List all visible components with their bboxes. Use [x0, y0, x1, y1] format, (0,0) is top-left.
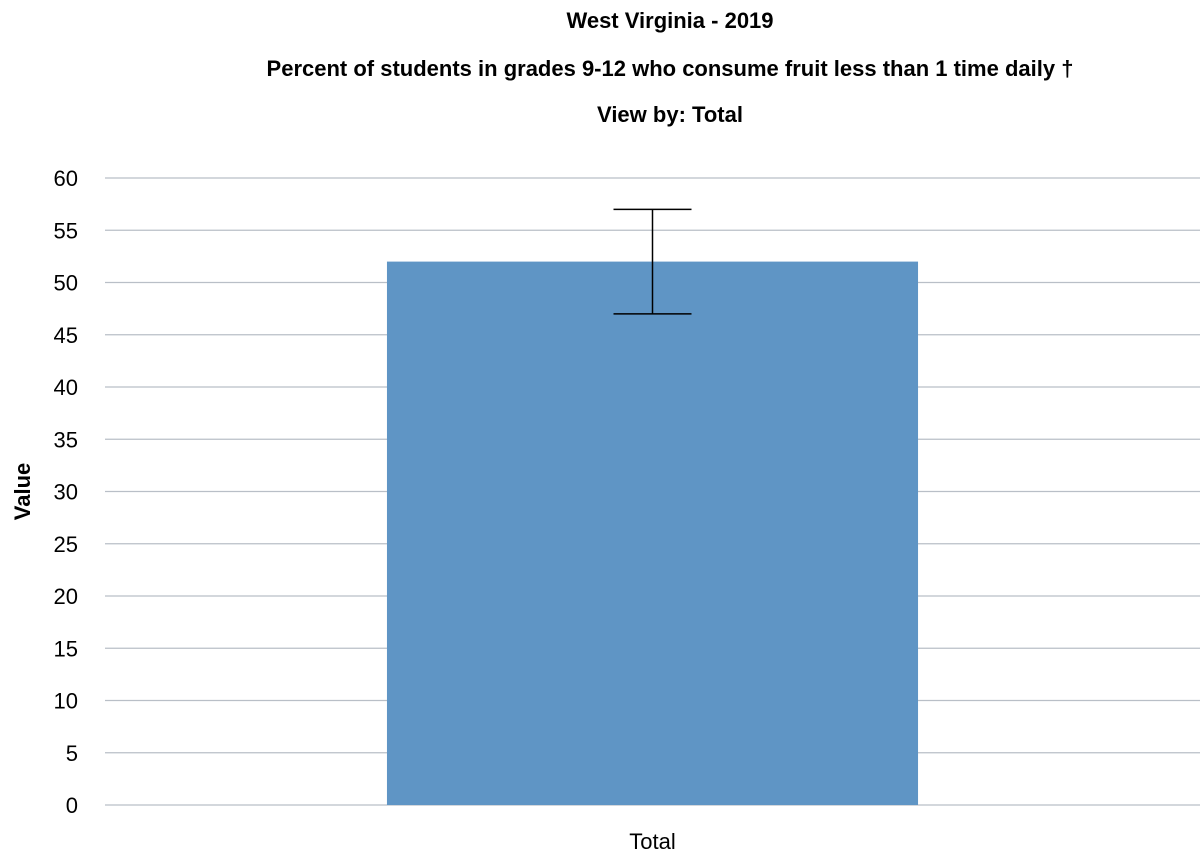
y-tick-label: 5	[66, 741, 78, 766]
y-tick-label: 35	[54, 427, 78, 452]
y-tick-label: 10	[54, 689, 78, 714]
y-tick-label: 0	[66, 793, 78, 818]
y-tick-label: 20	[54, 584, 78, 609]
y-tick-label: 40	[54, 375, 78, 400]
y-tick-label: 55	[54, 218, 78, 243]
y-axis-label: Value	[10, 463, 35, 520]
y-tick-label: 60	[54, 166, 78, 191]
y-tick-label: 15	[54, 636, 78, 661]
chart-view-by: View by: Total	[597, 102, 743, 127]
bar	[386, 261, 919, 806]
y-tick-label: 30	[54, 480, 78, 505]
chart-subtitle: Percent of students in grades 9-12 who c…	[266, 56, 1074, 81]
y-tick-label: 45	[54, 323, 78, 348]
y-tick-label: 25	[54, 532, 78, 557]
chart-title: West Virginia - 2019	[566, 8, 774, 33]
y-tick-label: 50	[54, 271, 78, 296]
x-tick-label: Total	[629, 829, 675, 854]
